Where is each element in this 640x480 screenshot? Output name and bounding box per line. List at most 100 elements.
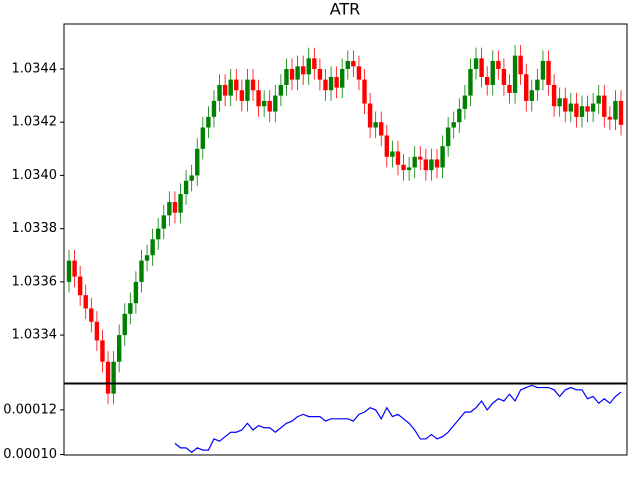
candle-body xyxy=(295,66,300,80)
candle-body xyxy=(546,60,551,85)
candle-body xyxy=(373,122,378,128)
candle-body xyxy=(468,68,473,96)
candle-body xyxy=(128,303,133,314)
candle-body xyxy=(379,122,384,136)
candle-body xyxy=(423,159,429,171)
candle-body xyxy=(384,135,390,157)
candle-body xyxy=(574,103,579,117)
candle-body xyxy=(261,100,267,107)
candle-body xyxy=(267,100,272,112)
candle-body xyxy=(217,84,222,101)
candle-body xyxy=(406,167,412,171)
candle-body xyxy=(161,215,166,229)
candle-body xyxy=(551,84,557,107)
candle-body xyxy=(496,60,501,69)
candle-body xyxy=(189,175,194,181)
candle-body xyxy=(395,151,401,165)
candle-body xyxy=(590,103,596,112)
candle-body xyxy=(239,90,245,101)
candle-body xyxy=(195,148,200,176)
candle-body xyxy=(144,255,150,261)
axes-frame xyxy=(63,383,628,456)
candle-body xyxy=(183,180,189,195)
candle-body xyxy=(300,66,306,75)
candle-body xyxy=(596,95,601,104)
candle-body xyxy=(66,260,72,282)
y-tick-label: 1.0344 xyxy=(12,61,58,76)
candle-body xyxy=(602,95,607,117)
candle-body xyxy=(563,98,568,112)
candle-body xyxy=(362,79,367,104)
candle-body xyxy=(568,103,574,112)
candle-body xyxy=(557,98,562,107)
candle-body xyxy=(178,194,183,213)
candle-body xyxy=(89,308,94,322)
candle-body xyxy=(607,116,613,120)
candle-body xyxy=(167,202,172,216)
candle-body xyxy=(156,228,161,240)
candle-body xyxy=(473,58,479,69)
candle-body xyxy=(111,361,116,394)
y-tick-label: 1.0340 xyxy=(12,168,58,183)
candle-body xyxy=(390,151,395,157)
candle-body xyxy=(340,68,345,88)
y-tick-label: 1.0342 xyxy=(12,115,58,130)
candle-body xyxy=(367,103,373,128)
candle-body xyxy=(451,122,456,128)
candle-body xyxy=(317,68,323,80)
candle-body xyxy=(429,159,434,171)
candle-body xyxy=(116,335,122,362)
candle-body xyxy=(312,58,317,69)
candle-body xyxy=(334,76,339,88)
candle-body xyxy=(401,164,406,171)
candle-body xyxy=(234,79,239,91)
candle-body xyxy=(278,84,284,96)
candle-body xyxy=(462,95,468,109)
candle-body xyxy=(83,295,88,309)
candle-body xyxy=(345,60,350,69)
candle-body xyxy=(150,239,155,256)
candle-body xyxy=(222,84,228,96)
candle-body xyxy=(445,127,451,147)
candle-body xyxy=(351,60,356,67)
candle-body xyxy=(512,55,518,93)
candle-body xyxy=(501,68,507,85)
candle-body xyxy=(356,66,362,80)
candle-body xyxy=(579,106,585,117)
candle-body xyxy=(618,100,624,125)
candle-body xyxy=(228,79,233,96)
candle-body xyxy=(613,100,618,120)
candle-body xyxy=(479,58,484,77)
y-tick-label: 0.00010 xyxy=(3,447,57,462)
candle-body xyxy=(206,116,211,128)
candle-body xyxy=(507,84,512,93)
chart-title: ATR xyxy=(330,0,361,19)
candle-body xyxy=(323,79,328,91)
axes-frame xyxy=(63,23,628,384)
candle-body xyxy=(434,159,440,168)
candle-body xyxy=(289,68,295,80)
candle-body xyxy=(211,100,217,117)
candle-body xyxy=(540,60,546,80)
candle-body xyxy=(284,68,289,85)
candle-body xyxy=(122,313,127,336)
candle-body xyxy=(490,60,495,85)
candle-body xyxy=(172,202,178,213)
candle-body xyxy=(105,361,111,394)
y-tick-label: 0.00012 xyxy=(3,402,57,417)
y-tick-label: 1.0336 xyxy=(12,274,58,289)
candle-body xyxy=(535,79,540,91)
candle-body xyxy=(518,55,523,75)
candle-body xyxy=(245,79,250,101)
candle-body xyxy=(77,276,83,296)
y-tick-label: 1.0338 xyxy=(12,221,58,236)
candle-body xyxy=(457,108,462,123)
candle-body xyxy=(418,156,423,160)
candle-body xyxy=(72,260,77,277)
candle-body xyxy=(484,76,490,85)
candle-body xyxy=(139,260,144,282)
candle-body xyxy=(273,95,278,112)
candle-body xyxy=(328,76,334,91)
